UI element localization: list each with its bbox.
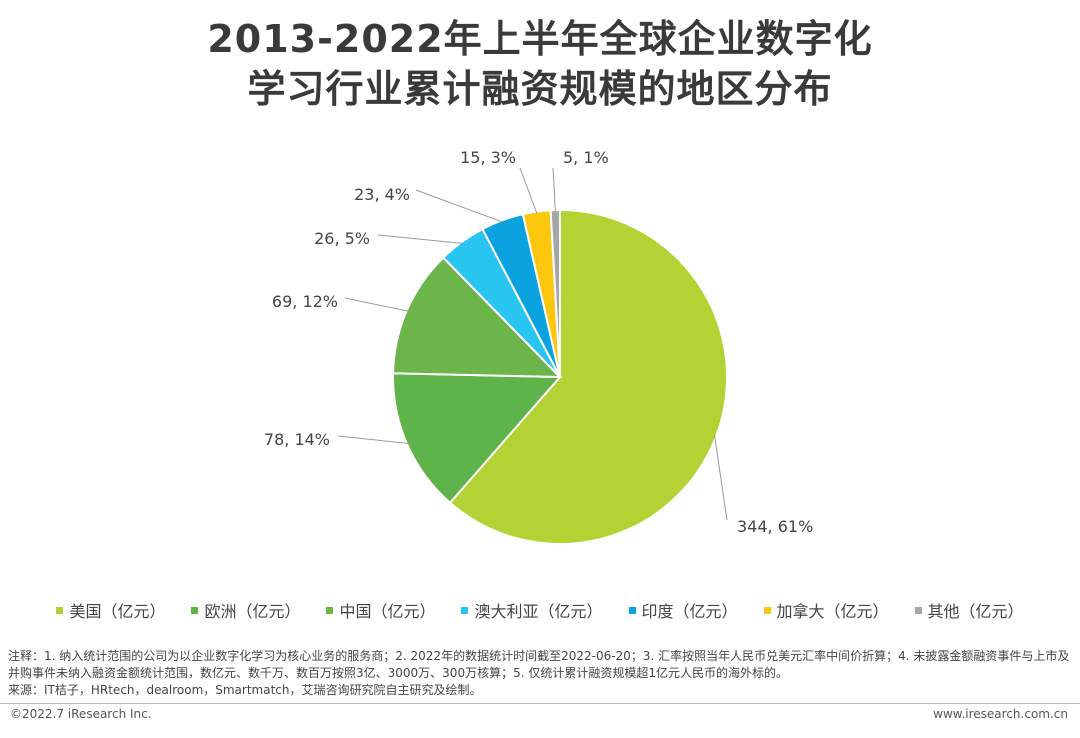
slice-label-2: 69, 12% bbox=[272, 292, 338, 311]
chart-title: 2013-2022年上半年全球企业数字化 学习行业累计融资规模的地区分布 bbox=[0, 14, 1080, 114]
footnote-notes: 注释：1. 纳入统计范围的公司为以企业数字化学习为核心业务的服务商；2. 202… bbox=[8, 649, 1070, 680]
chart-legend: 美国（亿元） 欧洲（亿元） 中国（亿元） 澳大利亚（亿元） 印度（亿元） 加拿大（亿元） 其… bbox=[0, 598, 1080, 622]
leader-line-1 bbox=[337, 435, 410, 445]
legend-label-6: 其他（亿元） bbox=[927, 602, 1024, 621]
legend-item-0: 美国（亿元） bbox=[56, 598, 165, 622]
legend-item-3: 澳大利亚（亿元） bbox=[461, 598, 603, 622]
legend-swatch-5 bbox=[763, 606, 771, 614]
leader-line-0 bbox=[713, 434, 728, 521]
leader-line-2 bbox=[344, 297, 409, 312]
legend-item-2: 中国（亿元） bbox=[326, 598, 435, 622]
legend-label-5: 加拿大（亿元） bbox=[776, 602, 889, 621]
legend-swatch-3 bbox=[461, 606, 469, 614]
copyright: ©2022.7 iResearch Inc. bbox=[10, 707, 152, 721]
legend-item-1: 欧洲（亿元） bbox=[191, 598, 300, 622]
slice-label-3: 26, 5% bbox=[314, 229, 370, 248]
leader-line-5 bbox=[519, 167, 538, 214]
leader-line-4 bbox=[415, 189, 504, 223]
slice-label-0: 344, 61% bbox=[737, 517, 813, 536]
footnote-source: 来源：IT桔子，HRtech，dealroom，Smartmatch，艾瑞咨询研… bbox=[8, 683, 482, 697]
legend-swatch-0 bbox=[56, 606, 64, 614]
legend-label-4: 印度（亿元） bbox=[641, 602, 738, 621]
slice-label-5: 15, 3% bbox=[460, 148, 516, 167]
legend-label-3: 澳大利亚（亿元） bbox=[474, 602, 603, 621]
slice-label-4: 23, 4% bbox=[354, 185, 410, 204]
legend-swatch-1 bbox=[191, 606, 199, 614]
legend-item-5: 加拿大（亿元） bbox=[763, 598, 889, 622]
legend-label-1: 欧洲（亿元） bbox=[204, 602, 301, 621]
chart-title-line-1: 2013-2022年上半年全球企业数字化 bbox=[207, 17, 873, 61]
leader-line-6 bbox=[552, 167, 556, 213]
legend-label-0: 美国（亿元） bbox=[69, 602, 166, 621]
legend-label-2: 中国（亿元） bbox=[339, 602, 436, 621]
pie-slice-0 bbox=[448, 208, 728, 545]
slice-label-6: 5, 1% bbox=[563, 148, 609, 167]
pie-slice-1 bbox=[392, 372, 563, 505]
legend-item-4: 印度（亿元） bbox=[628, 598, 738, 622]
footer-divider bbox=[0, 703, 1080, 704]
pie-chart: 344, 61% 78, 14% 69, 12% 26, 5% 23, 4% 15, 3%… bbox=[264, 148, 813, 545]
chart-title-line-2: 学习行业累计融资规模的地区分布 bbox=[247, 67, 833, 111]
legend-swatch-2 bbox=[326, 606, 334, 614]
legend-swatch-4 bbox=[628, 606, 636, 614]
footnote: 注释：1. 纳入统计范围的公司为以企业数字化学习为核心业务的服务商；2. 202… bbox=[8, 648, 1072, 699]
slice-label-1: 78, 14% bbox=[264, 430, 330, 449]
leader-line-3 bbox=[377, 234, 464, 245]
website-link[interactable]: www.iresearch.com.cn bbox=[933, 707, 1068, 721]
legend-swatch-6 bbox=[914, 606, 922, 614]
legend-item-6: 其他（亿元） bbox=[914, 598, 1024, 622]
